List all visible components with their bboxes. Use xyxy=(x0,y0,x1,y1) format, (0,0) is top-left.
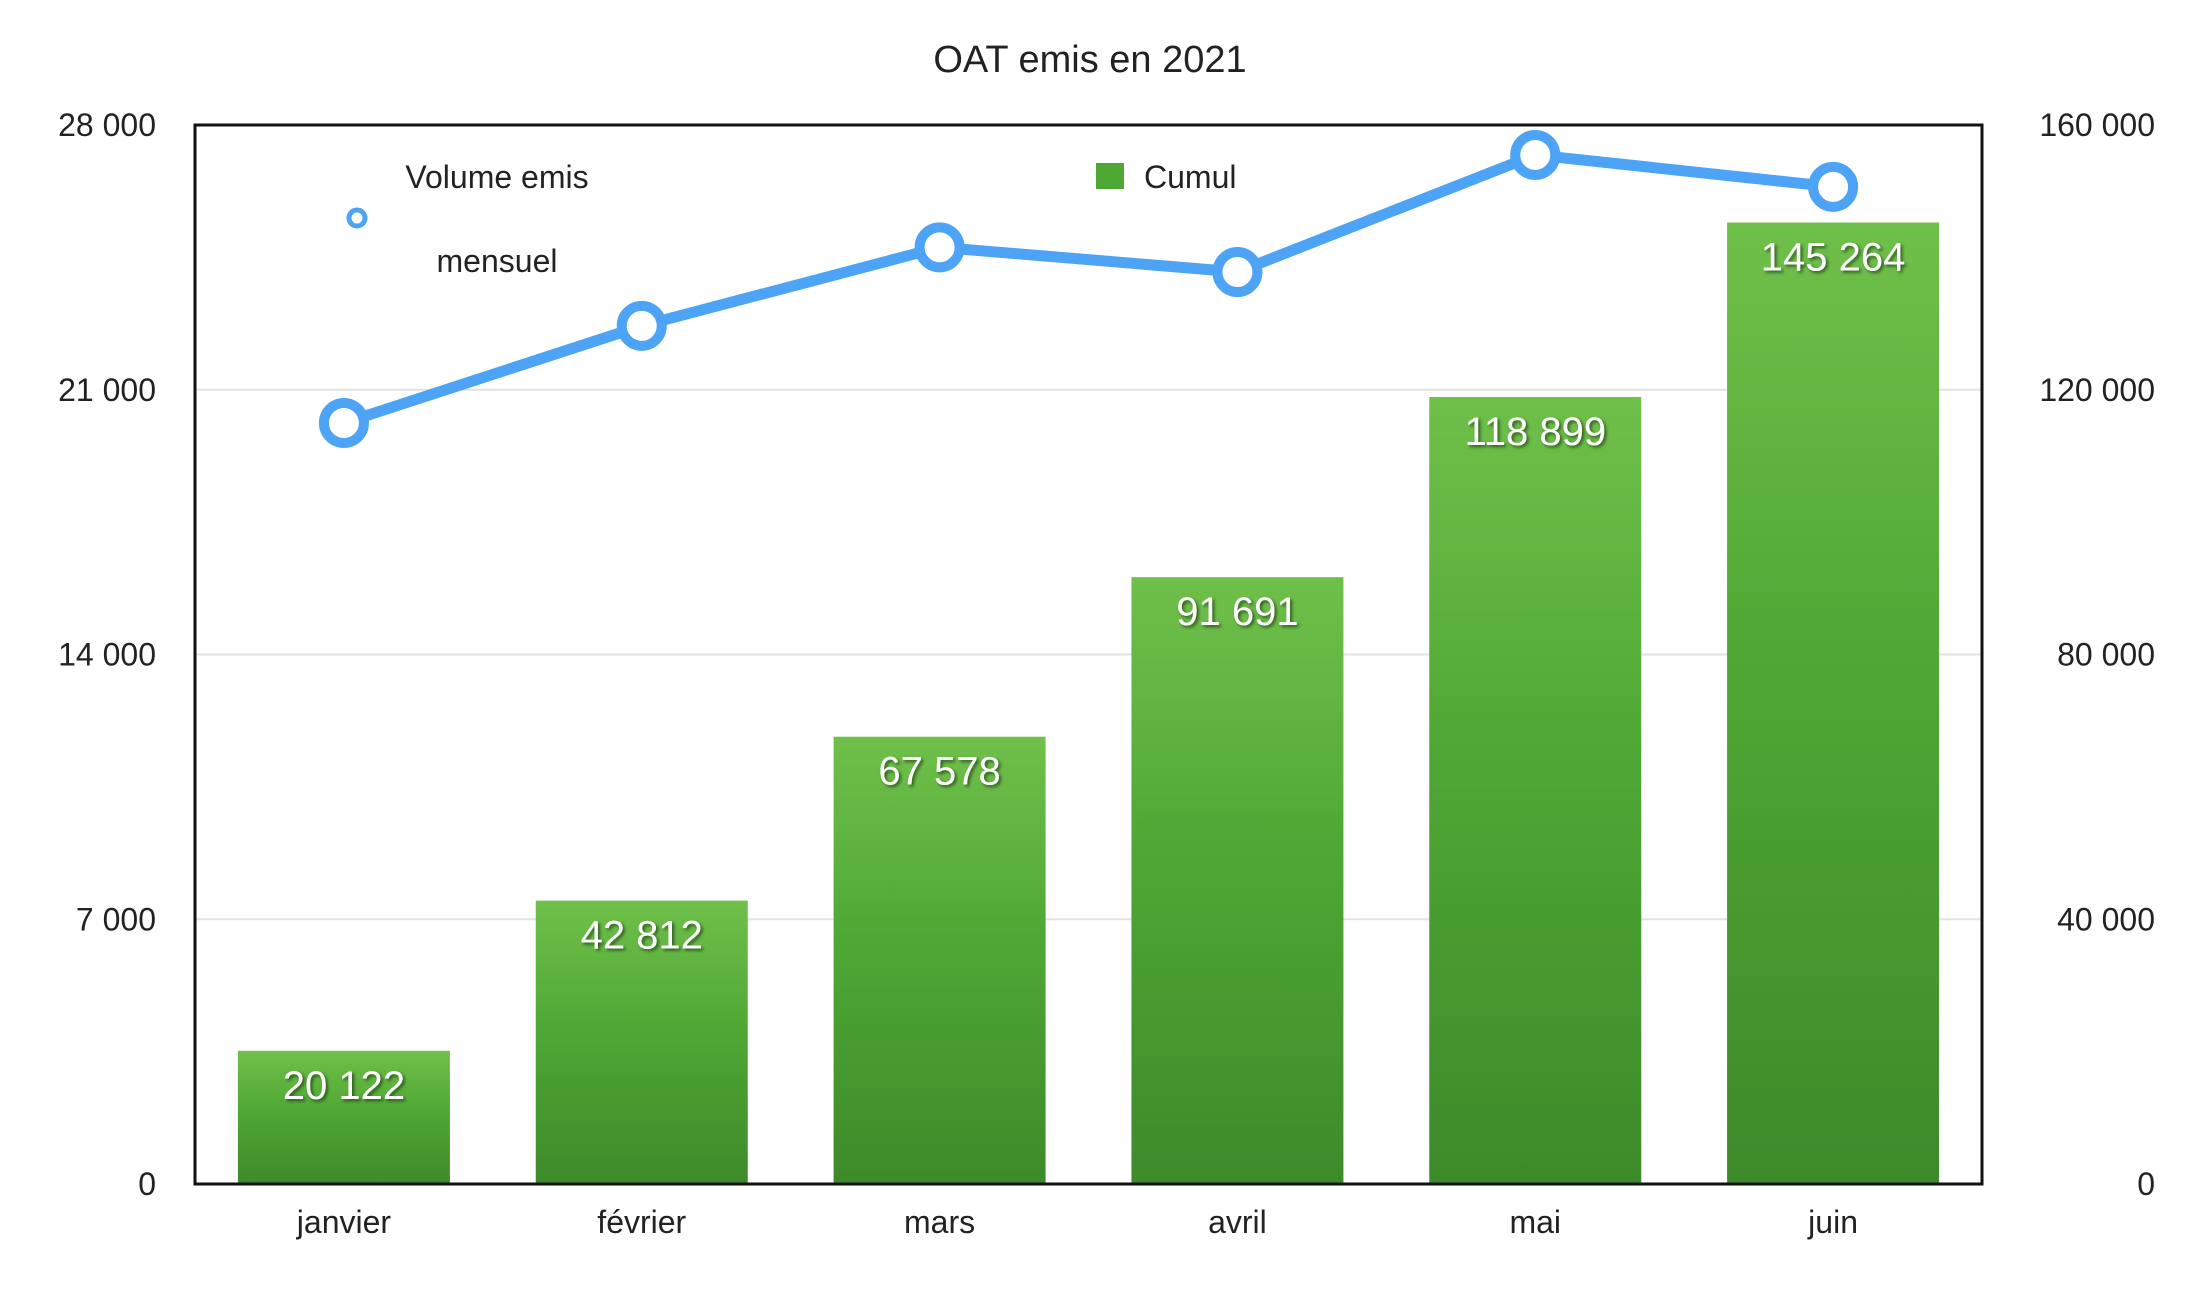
legend-item-cumul: Cumul xyxy=(1096,159,1236,195)
bar-value-labels: 20 122 42 812 67 578 91 691 118 899 145 264 xyxy=(283,236,1906,1108)
legend: Volume emis mensuel Cumul xyxy=(346,159,1236,279)
x-axis: janvier février mars avril mai juin xyxy=(296,1204,1858,1240)
left-tick-label: 21 000 xyxy=(58,372,156,408)
bar-value-label: 42 812 xyxy=(581,914,703,958)
x-tick-label: mars xyxy=(904,1204,975,1240)
line-series xyxy=(318,129,1859,448)
right-tick-label: 160 000 xyxy=(2039,107,2155,143)
grid-lines xyxy=(195,388,1982,921)
bar-value-label: 67 578 xyxy=(878,750,1000,794)
right-tick-label: 40 000 xyxy=(2057,901,2155,937)
bar-value-label: 20 122 xyxy=(283,1064,405,1108)
bar-cumul-juin xyxy=(1727,222,1940,1184)
bar-value-label: 118 899 xyxy=(1464,410,1606,454)
bars xyxy=(237,222,1940,1184)
bar-value-label: 145 264 xyxy=(1761,236,1906,280)
line-volume-mensuel xyxy=(338,149,1839,429)
left-tick-label: 28 000 xyxy=(58,107,156,143)
legend-marker-volume xyxy=(346,207,368,229)
legend-label-volume-line1: Volume emis xyxy=(405,159,588,195)
legend-item-volume: Volume emis mensuel xyxy=(346,159,589,279)
bar-value-label: 91 691 xyxy=(1176,590,1298,634)
right-tick-label: 0 xyxy=(2137,1166,2155,1202)
right-tick-label: 80 000 xyxy=(2057,637,2155,673)
bar-cumul-février xyxy=(535,900,748,1184)
line-point-juin xyxy=(1808,161,1859,212)
bar-cumul-mars xyxy=(833,736,1046,1184)
x-tick-label: janvier xyxy=(296,1204,392,1240)
plot-frame xyxy=(193,123,1984,1186)
left-y-axis: 0 7 000 14 000 21 000 28 000 xyxy=(58,107,156,1202)
legend-label-cumul: Cumul xyxy=(1144,159,1236,195)
line-point-mai xyxy=(1510,129,1561,180)
x-tick-label: février xyxy=(597,1204,686,1240)
chart-title: OAT emis en 2021 xyxy=(933,39,1246,81)
x-tick-label: juin xyxy=(1807,1204,1858,1240)
x-tick-label: mai xyxy=(1509,1204,1561,1240)
legend-label-volume-line2: mensuel xyxy=(437,243,558,279)
plot-border xyxy=(193,123,1984,1186)
line-point-mars xyxy=(914,222,965,273)
bar-cumul-avril xyxy=(1131,577,1344,1184)
x-tick-label: avril xyxy=(1208,1204,1267,1240)
line-point-avril xyxy=(1212,247,1263,298)
bar-cumul-janvier xyxy=(237,1050,450,1184)
left-tick-label: 7 000 xyxy=(76,901,156,937)
bar-cumul-mai xyxy=(1429,397,1642,1184)
left-tick-label: 0 xyxy=(138,1166,156,1202)
right-tick-label: 120 000 xyxy=(2039,372,2155,408)
left-tick-label: 14 000 xyxy=(58,637,156,673)
line-point-janvier xyxy=(318,397,369,448)
line-point-février xyxy=(616,300,667,351)
legend-marker-cumul xyxy=(1096,163,1124,189)
right-y-axis: 0 40 000 80 000 120 000 160 000 xyxy=(2039,107,2155,1202)
